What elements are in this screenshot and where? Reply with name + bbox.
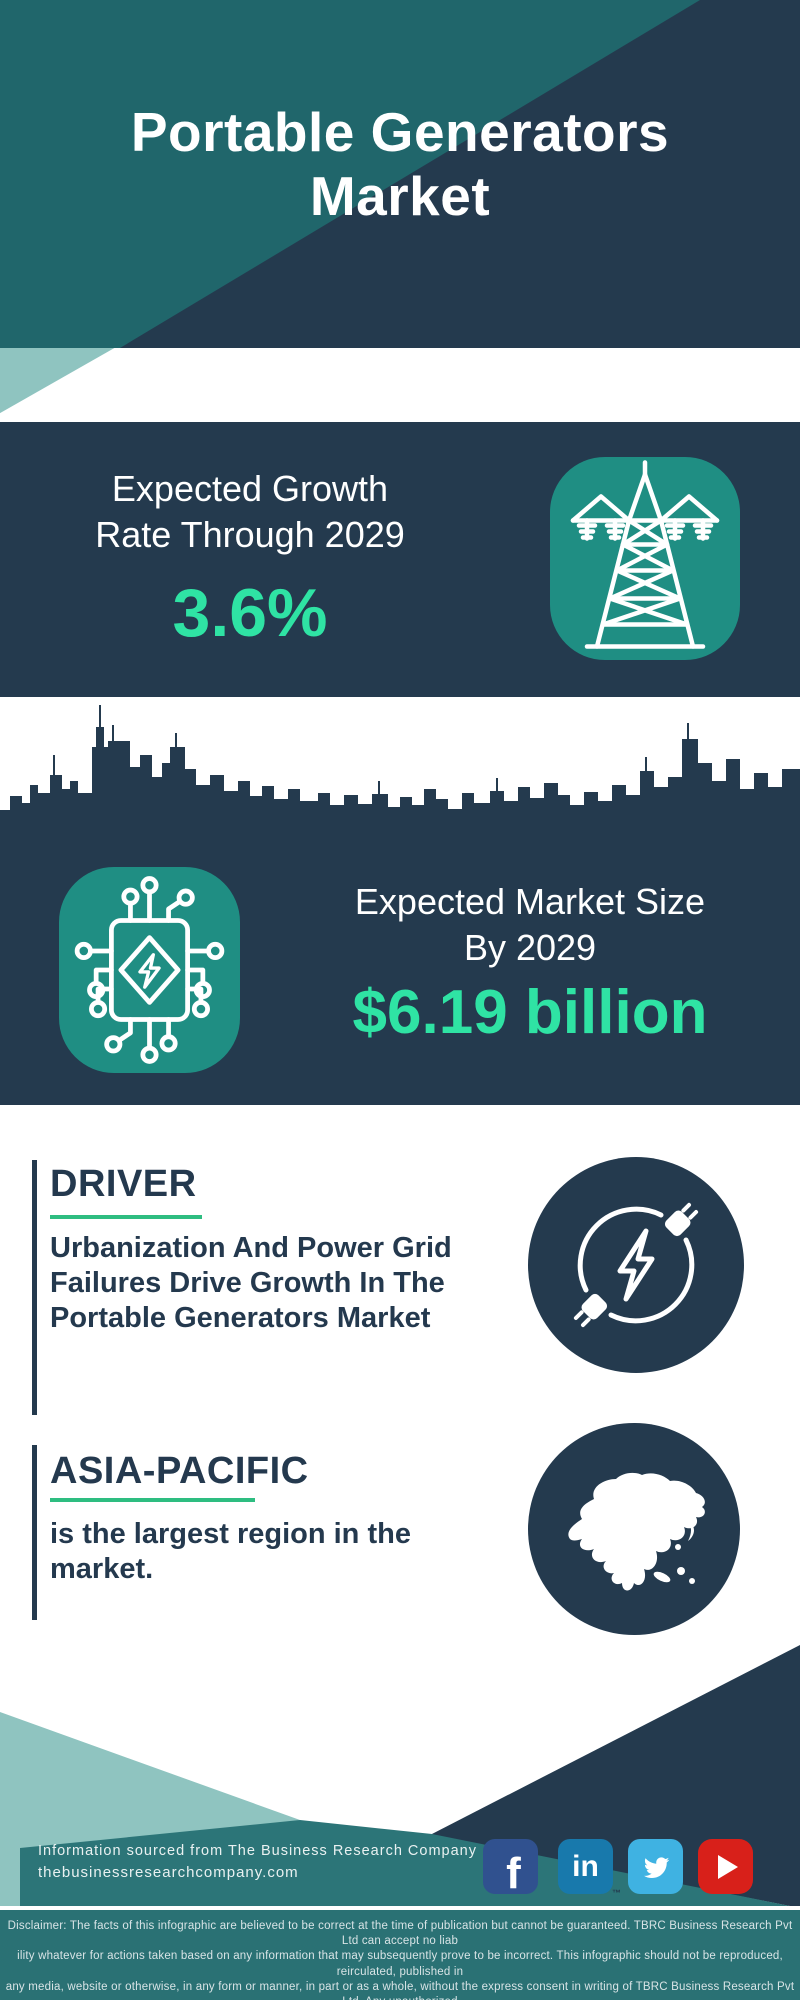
city-skyline xyxy=(0,697,800,843)
market-size-value: $6.19 billion xyxy=(352,978,708,1047)
driver-underline xyxy=(50,1215,202,1219)
driver-text: Urbanization And Power Grid Failures Dri… xyxy=(50,1232,452,1334)
linkedin-trademark: ™ xyxy=(612,1888,621,1898)
footer-separator-line xyxy=(0,1906,800,1910)
market-size-heading: Expected Market Size By 2029 xyxy=(354,881,706,968)
twitter-icon[interactable] xyxy=(628,1839,683,1894)
region-underline xyxy=(50,1498,255,1502)
region-accent-bar xyxy=(32,1445,37,1620)
asia-map-icon xyxy=(528,1423,740,1640)
growth-heading: Expected Growth Rate Through 2029 xyxy=(95,468,405,555)
disclaimer-line: any media, website or otherwise, in any … xyxy=(5,1980,795,2000)
transmission-tower-icon xyxy=(550,457,740,660)
footer-website-link[interactable]: thebusinessresearchcompany.com xyxy=(38,1864,299,1881)
driver-label: DRIVER xyxy=(50,1163,197,1205)
footer-source-text: Information sourced from The Business Re… xyxy=(38,1843,477,1859)
play-glyph xyxy=(717,1854,738,1879)
divider-band xyxy=(0,348,800,422)
growth-rate-section: Expected Growth Rate Through 2029 3.6% xyxy=(0,422,800,697)
region-label: ASIA-PACIFIC xyxy=(50,1450,309,1492)
growth-value: 3.6% xyxy=(172,575,328,651)
driver-accent-bar xyxy=(32,1160,37,1415)
header-banner: Portable Generators Market xyxy=(0,0,800,348)
market-size-section: Expected Market Size By 2029 $6.19 billio… xyxy=(0,843,800,1105)
region-section: ASIA-PACIFIC is the largest region in th… xyxy=(0,1423,800,1680)
disclaimer-line: ility whatever for actions taken based o… xyxy=(17,1950,783,1978)
youtube-icon[interactable] xyxy=(698,1839,753,1894)
power-plug-circle-icon xyxy=(528,1157,744,1378)
power-chip-icon xyxy=(59,867,240,1073)
disclaimer-band: Disclaimer: The facts of this infographi… xyxy=(0,1910,800,2000)
driver-section: DRIVER Urbanization And Power Grid Failu… xyxy=(0,1105,800,1425)
linkedin-icon[interactable]: in ™ xyxy=(558,1839,621,1898)
facebook-icon[interactable]: f xyxy=(483,1839,538,1894)
pale-teal-triangle xyxy=(0,348,115,414)
region-text: is the largest region in the market. xyxy=(50,1518,411,1585)
page-title: Portable Generators Market xyxy=(130,101,670,227)
disclaimer-line: Disclaimer: The facts of this infographi… xyxy=(7,1920,793,1948)
